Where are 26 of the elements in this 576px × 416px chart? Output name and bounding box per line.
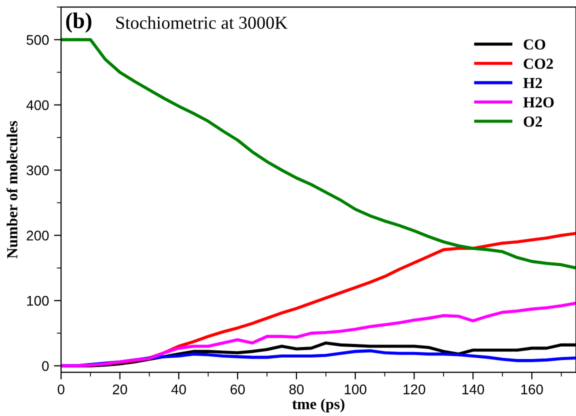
x-tick-label: 40 bbox=[171, 384, 186, 394]
legend-label: H2O bbox=[523, 97, 554, 108]
x-tick-label: 60 bbox=[230, 384, 245, 394]
legend-label: CO2 bbox=[524, 58, 553, 69]
x-tick-label: 80 bbox=[289, 384, 304, 394]
y-tick-label: 100 bbox=[27, 296, 49, 306]
x-tick-label: 120 bbox=[404, 384, 426, 394]
x-axis-title: tme (ps) bbox=[292, 398, 344, 412]
y-tick-label: 300 bbox=[26, 165, 49, 176]
y-axis-title: Number of molecules bbox=[6, 121, 18, 258]
x-tick-label: 140 bbox=[462, 384, 484, 394]
legend-label: H2 bbox=[523, 78, 542, 88]
line-series bbox=[61, 38, 576, 270]
legend-label: CO bbox=[524, 39, 546, 50]
y-tick-label: 400 bbox=[26, 100, 49, 110]
x-tick-label: 0 bbox=[58, 384, 64, 394]
annotation: (b) bbox=[66, 12, 92, 33]
annotation: Stochiometric at 3000K bbox=[116, 16, 288, 29]
x-tick-label: 100 bbox=[344, 384, 366, 394]
x-tick-label: 160 bbox=[521, 384, 543, 394]
y-tick-label: 0 bbox=[42, 361, 49, 371]
y-tick-label: 500 bbox=[26, 35, 49, 45]
y-tick-label: 200 bbox=[26, 230, 49, 241]
legend-label: O2 bbox=[524, 116, 542, 127]
x-tick-label: 20 bbox=[112, 384, 128, 394]
line-series bbox=[61, 302, 576, 368]
